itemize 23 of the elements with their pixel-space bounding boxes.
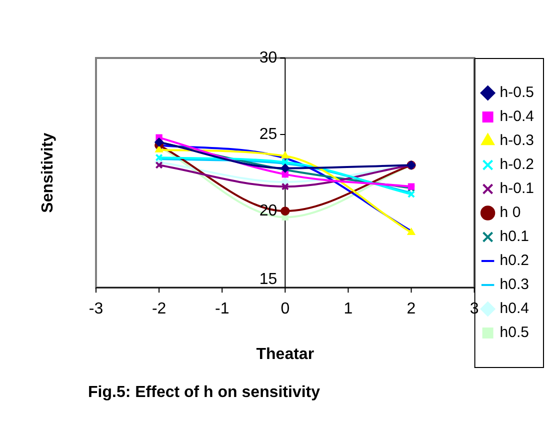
- x-tick-label: -3: [88, 300, 104, 318]
- legend-label: h-0.1: [500, 180, 534, 198]
- x-tick-label: 1: [344, 300, 353, 318]
- y-tick-label: 30: [259, 49, 278, 66]
- legend-label: h-0.5: [500, 84, 534, 102]
- legend-label: h0.4: [500, 300, 530, 318]
- x-axis-title: Theatar: [256, 346, 314, 363]
- x-tick-label: -1: [214, 300, 230, 318]
- legend-label: h-0.4: [500, 108, 534, 126]
- legend-label: h 0: [500, 204, 521, 222]
- caption: Fig.5: Effect of h on sensitivity: [87, 384, 322, 402]
- y-tick-label: 25: [259, 126, 278, 143]
- y-tick-label: 15: [259, 271, 278, 288]
- x-tick-label: 2: [406, 300, 416, 318]
- x-tick-label: -2: [152, 300, 166, 318]
- legend-label: h0.2: [500, 252, 530, 270]
- legend-label: h-0.3: [500, 132, 534, 150]
- x-tick-label: 0: [280, 300, 290, 318]
- legend-label: h-0.2: [500, 156, 534, 174]
- legend-label: h0.5: [500, 324, 530, 342]
- legend-label: h0.3: [500, 276, 530, 294]
- legend-label: h0.1: [500, 228, 530, 246]
- y-axis-title: Sensitivity: [39, 132, 56, 213]
